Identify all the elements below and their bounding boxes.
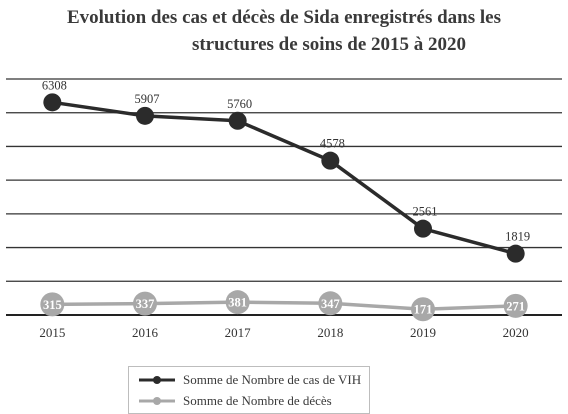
data-label: 5907 <box>135 92 160 106</box>
series-line <box>52 300 516 311</box>
legend-item-deces: Somme de Nombre de décès <box>137 392 332 410</box>
data-label: 381 <box>228 296 247 310</box>
data-point <box>414 219 432 238</box>
data-label: 1819 <box>505 230 530 244</box>
data-point <box>40 292 65 317</box>
data-point <box>43 93 62 112</box>
series-line <box>52 100 517 256</box>
data-label: 171 <box>414 303 433 317</box>
data-label: 271 <box>506 299 525 313</box>
data-point <box>503 293 528 318</box>
data-point <box>318 291 343 316</box>
x-tick-label: 2018 <box>317 325 343 340</box>
data-label: 5760 <box>227 97 252 111</box>
data-label: 337 <box>136 297 155 311</box>
chart-title: Evolution des cas et décès de Sida enreg… <box>0 4 568 58</box>
data-label: 347 <box>321 297 340 311</box>
x-tick-label: 2015 <box>39 325 65 340</box>
data-label: 2561 <box>413 205 438 219</box>
legend-label-vih: Somme de Nombre de cas de VIH <box>183 372 362 387</box>
data-point <box>133 291 157 316</box>
chart-title-line-2: structures de soins de 2015 à 2020 <box>191 34 467 55</box>
data-point <box>228 111 247 130</box>
x-tick-label: 2019 <box>410 325 436 340</box>
legend-marker-vih <box>139 376 175 384</box>
x-tick-label: 2017 <box>225 325 252 340</box>
chart-legend: Somme de Nombre de cas de VIH Somme de N… <box>128 366 370 414</box>
x-tick-label: 2016 <box>132 325 159 340</box>
data-point <box>321 151 340 170</box>
legend-item-vih: Somme de Nombre de cas de VIH <box>137 371 361 389</box>
data-point <box>411 297 435 322</box>
x-tick-label: 2020 <box>503 325 529 340</box>
legend-label-deces: Somme de Nombre de décès <box>183 393 332 408</box>
data-point <box>225 290 250 315</box>
data-label: 4578 <box>320 137 345 151</box>
data-label: 6308 <box>42 78 67 92</box>
data-point <box>506 244 525 263</box>
data-point <box>136 106 154 125</box>
data-label: 315 <box>43 298 62 312</box>
legend-marker-deces <box>139 397 175 405</box>
chart-title-line-1: Evolution des cas et décès de Sida enreg… <box>66 7 501 28</box>
